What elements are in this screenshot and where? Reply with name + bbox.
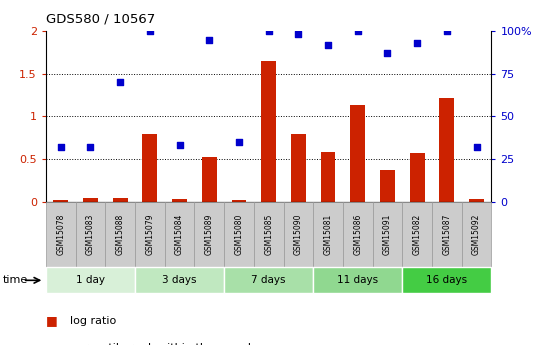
Bar xyxy=(143,134,157,202)
Bar xyxy=(113,198,127,202)
Text: GSM15081: GSM15081 xyxy=(323,214,333,255)
Bar xyxy=(105,202,135,267)
Text: GSM15090: GSM15090 xyxy=(294,214,303,255)
Bar xyxy=(165,202,194,267)
Bar xyxy=(373,202,402,267)
Bar xyxy=(402,202,432,267)
Point xyxy=(205,37,214,42)
Bar xyxy=(202,157,217,202)
Bar xyxy=(410,153,424,202)
Point xyxy=(116,80,125,85)
Point xyxy=(383,50,392,56)
Bar xyxy=(261,61,276,202)
Text: 7 days: 7 days xyxy=(252,275,286,285)
Bar xyxy=(343,202,373,267)
Point xyxy=(176,143,184,148)
Bar xyxy=(53,200,68,202)
Bar xyxy=(46,267,135,293)
Point xyxy=(57,145,65,150)
Point xyxy=(146,28,154,34)
Text: ■: ■ xyxy=(46,342,58,345)
Point xyxy=(472,145,481,150)
Bar xyxy=(76,202,105,267)
Point xyxy=(413,40,422,46)
Bar xyxy=(313,202,343,267)
Bar xyxy=(402,267,491,293)
Bar xyxy=(135,202,165,267)
Bar xyxy=(135,267,224,293)
Point xyxy=(354,28,362,34)
Bar xyxy=(46,202,76,267)
Bar xyxy=(440,98,454,202)
Point xyxy=(324,42,333,48)
Bar xyxy=(313,267,402,293)
Point xyxy=(86,145,95,150)
Bar xyxy=(380,170,395,202)
Text: GSM15083: GSM15083 xyxy=(86,214,95,255)
Text: percentile rank within the sample: percentile rank within the sample xyxy=(70,344,258,345)
Text: 11 days: 11 days xyxy=(337,275,379,285)
Bar xyxy=(469,199,484,202)
Text: GSM15091: GSM15091 xyxy=(383,214,392,255)
Text: GSM15087: GSM15087 xyxy=(442,214,451,255)
Bar xyxy=(172,199,187,202)
Point xyxy=(294,32,303,37)
Text: 3 days: 3 days xyxy=(163,275,197,285)
Text: 1 day: 1 day xyxy=(76,275,105,285)
Text: GSM15088: GSM15088 xyxy=(116,214,125,255)
Bar xyxy=(350,105,365,202)
Text: GSM15086: GSM15086 xyxy=(353,214,362,255)
Bar xyxy=(194,202,224,267)
Text: GSM15089: GSM15089 xyxy=(205,214,214,255)
Text: GSM15082: GSM15082 xyxy=(413,214,422,255)
Point xyxy=(443,28,451,34)
Point xyxy=(265,28,273,34)
Bar xyxy=(254,202,284,267)
Text: log ratio: log ratio xyxy=(70,316,117,326)
Bar xyxy=(224,202,254,267)
Bar xyxy=(83,198,98,202)
Text: GSM15079: GSM15079 xyxy=(145,214,154,255)
Bar xyxy=(321,152,335,202)
Bar xyxy=(291,134,306,202)
Bar xyxy=(432,202,462,267)
Bar xyxy=(284,202,313,267)
Text: GSM15092: GSM15092 xyxy=(472,214,481,255)
Text: 16 days: 16 days xyxy=(426,275,468,285)
Text: GSM15080: GSM15080 xyxy=(234,214,244,255)
Bar xyxy=(232,200,246,202)
Text: ■: ■ xyxy=(46,314,58,327)
Text: GSM15084: GSM15084 xyxy=(175,214,184,255)
Bar xyxy=(224,267,313,293)
Text: GSM15078: GSM15078 xyxy=(56,214,65,255)
Point xyxy=(235,139,244,145)
Text: GSM15085: GSM15085 xyxy=(264,214,273,255)
Text: time: time xyxy=(3,275,28,285)
Bar xyxy=(462,202,491,267)
Text: GDS580 / 10567: GDS580 / 10567 xyxy=(46,12,155,26)
